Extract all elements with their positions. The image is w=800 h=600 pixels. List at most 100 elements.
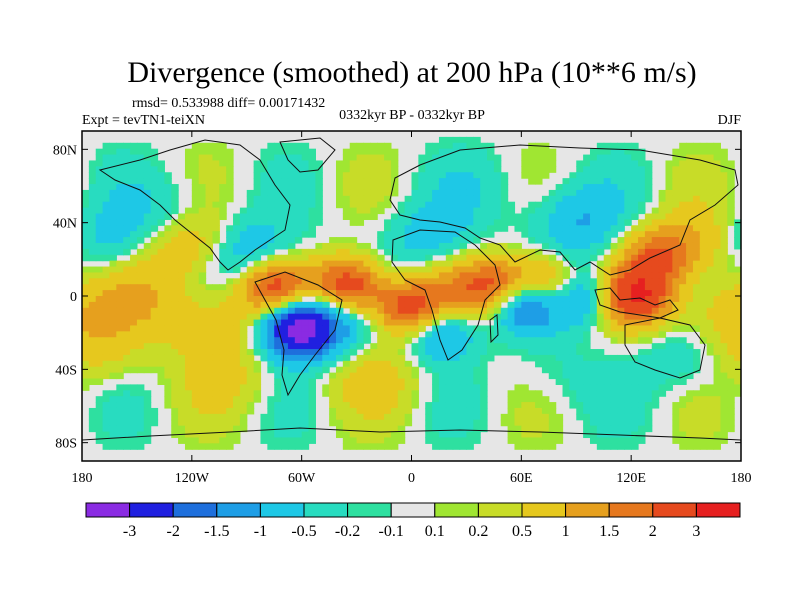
field-cell <box>706 319 715 327</box>
field-cell <box>143 396 152 403</box>
field-cell <box>130 142 138 150</box>
field-cell <box>287 384 296 391</box>
field-cell <box>541 337 550 344</box>
field-cell <box>130 201 138 209</box>
field-cell <box>610 189 619 197</box>
field-cell <box>734 278 741 285</box>
field-cell <box>191 437 200 444</box>
colorbar-label: 0.1 <box>425 523 445 540</box>
field-cell <box>205 154 214 162</box>
field-cell <box>438 266 447 274</box>
field-cell <box>507 290 516 297</box>
field-cell <box>692 219 701 226</box>
field-cell <box>631 413 639 421</box>
field-cell <box>452 413 461 421</box>
field-cell <box>370 213 378 220</box>
field-cell <box>308 366 316 374</box>
field-cell <box>150 360 159 368</box>
field-cell <box>198 242 207 250</box>
field-cell <box>267 207 275 215</box>
field-cell <box>116 402 124 409</box>
field-cell <box>445 443 454 450</box>
field-cell <box>727 337 735 344</box>
field-cell <box>555 272 564 279</box>
field-cell <box>253 284 262 291</box>
field-cell <box>397 390 406 397</box>
field-cell <box>212 142 220 150</box>
x-tick-label: 120E <box>616 471 646 486</box>
field-cell <box>377 242 385 250</box>
field-cell <box>404 396 413 403</box>
field-cell <box>535 319 543 327</box>
field-cell <box>692 360 701 368</box>
field-cell <box>116 437 124 444</box>
field-cell <box>274 166 282 173</box>
field-cell <box>610 301 619 309</box>
field-cell <box>576 384 584 391</box>
field-cell <box>583 219 591 226</box>
field-cell <box>610 148 619 156</box>
colorbar-label: -0.2 <box>335 523 360 540</box>
field-cell <box>459 349 468 356</box>
field-cell <box>219 319 227 327</box>
field-cell <box>473 136 481 144</box>
field-cell <box>411 396 419 403</box>
field-cell <box>686 207 694 215</box>
field-cell <box>699 142 708 150</box>
field-cell <box>411 349 419 356</box>
field-cell <box>329 284 337 291</box>
field-cell <box>88 213 97 220</box>
field-cell <box>473 172 481 179</box>
field-cell <box>432 184 440 191</box>
field-cell <box>356 154 365 162</box>
field-cell <box>390 337 399 344</box>
field-cell <box>301 195 310 203</box>
field-cell <box>425 213 433 220</box>
field-cell <box>535 443 543 450</box>
field-cell <box>82 313 90 321</box>
field-cell <box>541 366 550 374</box>
field-cell <box>425 278 433 285</box>
field-cell <box>143 284 152 291</box>
field-cell <box>589 360 598 368</box>
field-cell <box>480 337 488 344</box>
field-cell <box>329 325 337 332</box>
field-cell <box>692 301 701 309</box>
field-cell <box>452 160 461 167</box>
field-cell <box>205 390 214 397</box>
field-cell <box>335 178 344 185</box>
field-cell <box>569 378 577 385</box>
field-cell <box>377 189 385 197</box>
field-cell <box>617 266 625 274</box>
field-cell <box>445 272 454 279</box>
field-cell <box>342 337 351 344</box>
field-cell <box>562 189 570 197</box>
field-cell <box>521 290 529 297</box>
field-cell <box>638 231 646 238</box>
field-cell <box>267 160 275 167</box>
field-cell <box>82 307 90 315</box>
field-cell <box>624 148 632 156</box>
field-cell <box>239 237 248 244</box>
field-cell <box>301 390 310 397</box>
field-cell <box>342 431 351 439</box>
field-cell <box>452 189 461 197</box>
field-cell <box>88 284 97 291</box>
field-cell <box>644 331 653 338</box>
field-cell <box>493 178 502 185</box>
field-cell <box>178 407 186 415</box>
field-cell <box>473 325 481 332</box>
field-cell <box>644 172 653 179</box>
field-cell <box>95 349 104 356</box>
field-cell <box>363 201 371 209</box>
field-cell <box>487 354 495 362</box>
y-tick-label: 40N <box>53 217 77 232</box>
field-cell <box>171 372 179 380</box>
field-cell <box>191 254 200 262</box>
field-cell <box>377 148 385 156</box>
field-cell <box>136 178 145 185</box>
field-cell <box>335 390 344 397</box>
field-cell <box>706 148 715 156</box>
field-cell <box>576 325 584 332</box>
field-cell <box>363 307 371 315</box>
